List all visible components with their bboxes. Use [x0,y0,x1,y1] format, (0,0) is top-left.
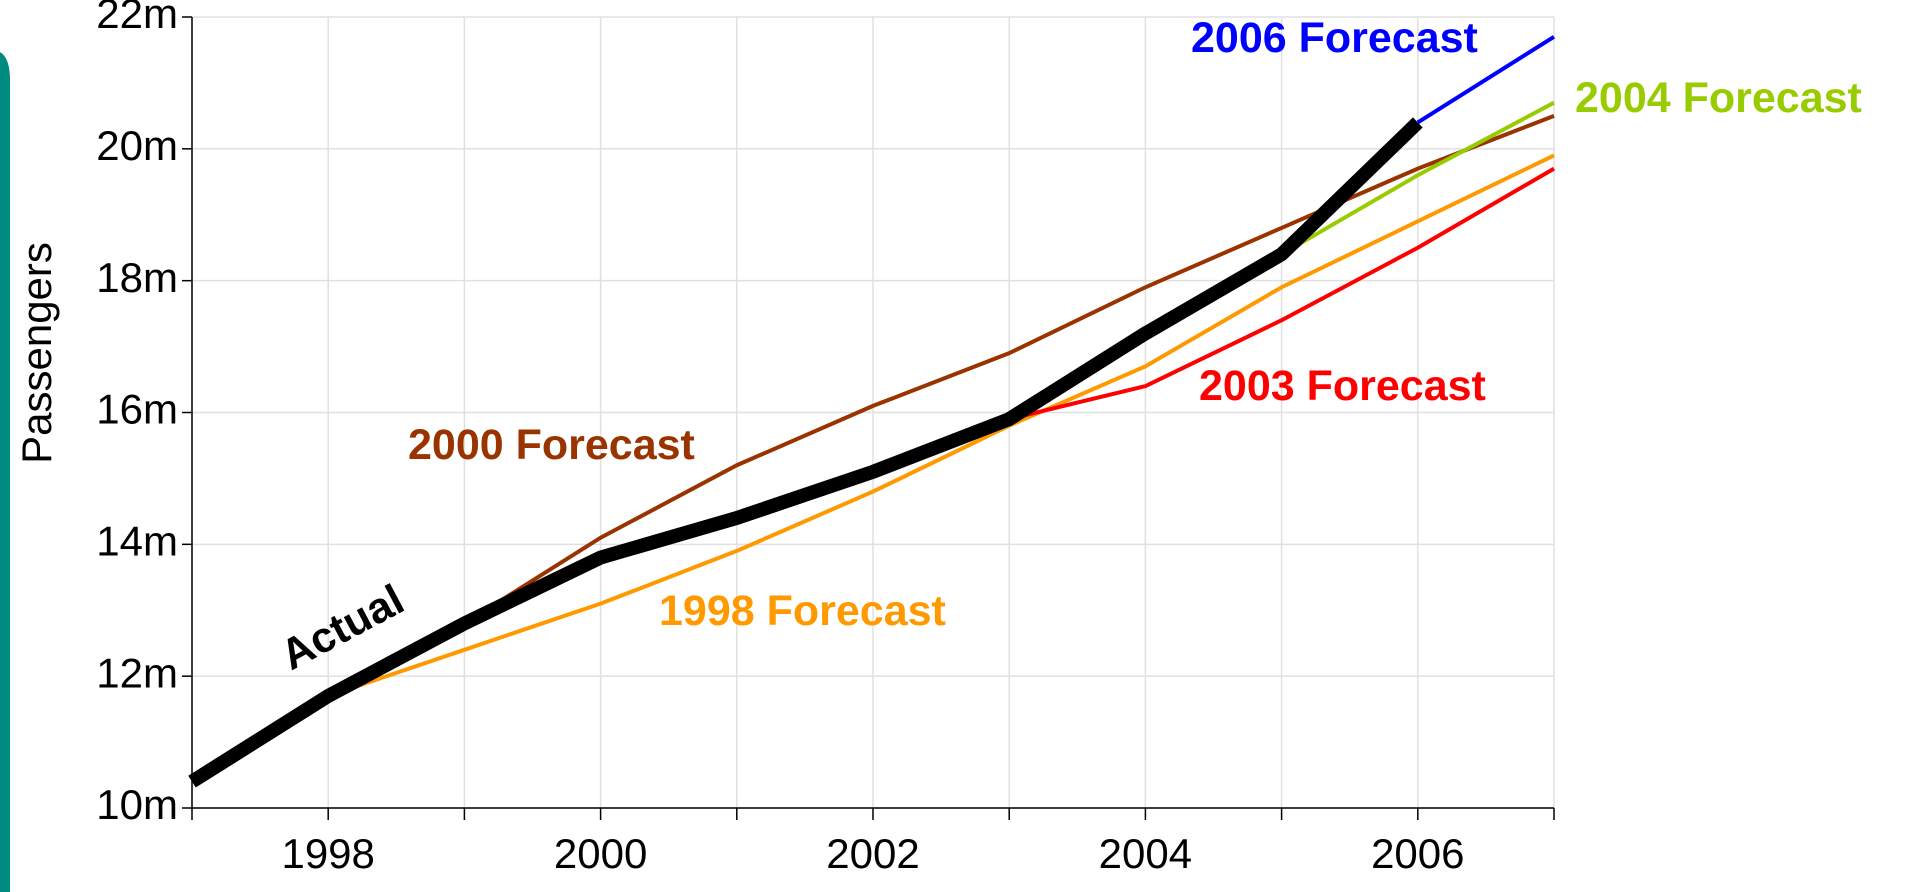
x-tick-label: 2004 [1099,830,1192,877]
y-tick-label: 12m [96,649,178,696]
y-tick-label: 16m [96,386,178,433]
series-line [1008,166,1556,422]
y-tick-label: 22m [96,0,178,37]
x-tick-label: 2000 [554,830,647,877]
series-line [463,114,1555,626]
y-tick-label: 18m [96,254,178,301]
y-tick-label: 10m [96,781,178,828]
series-label: 2006 Forecast [1191,14,1478,62]
x-tick-label: 1998 [281,830,374,877]
side-bar [0,52,10,892]
y-axis-label: Passengers [13,242,60,464]
series-label: 2003 Forecast [1199,362,1486,410]
series-label: 1998 Forecast [659,587,946,635]
series-line [327,153,1555,698]
y-tick-label: 20m [96,122,178,169]
x-tick-label: 2006 [1371,830,1464,877]
series-label: 2000 Forecast [408,421,695,469]
x-tick-label: 2002 [826,830,919,877]
series-label: 2004 Forecast [1575,74,1862,122]
y-tick-label: 14m [96,517,178,564]
series-line [188,117,1423,788]
series-line [1416,35,1556,125]
